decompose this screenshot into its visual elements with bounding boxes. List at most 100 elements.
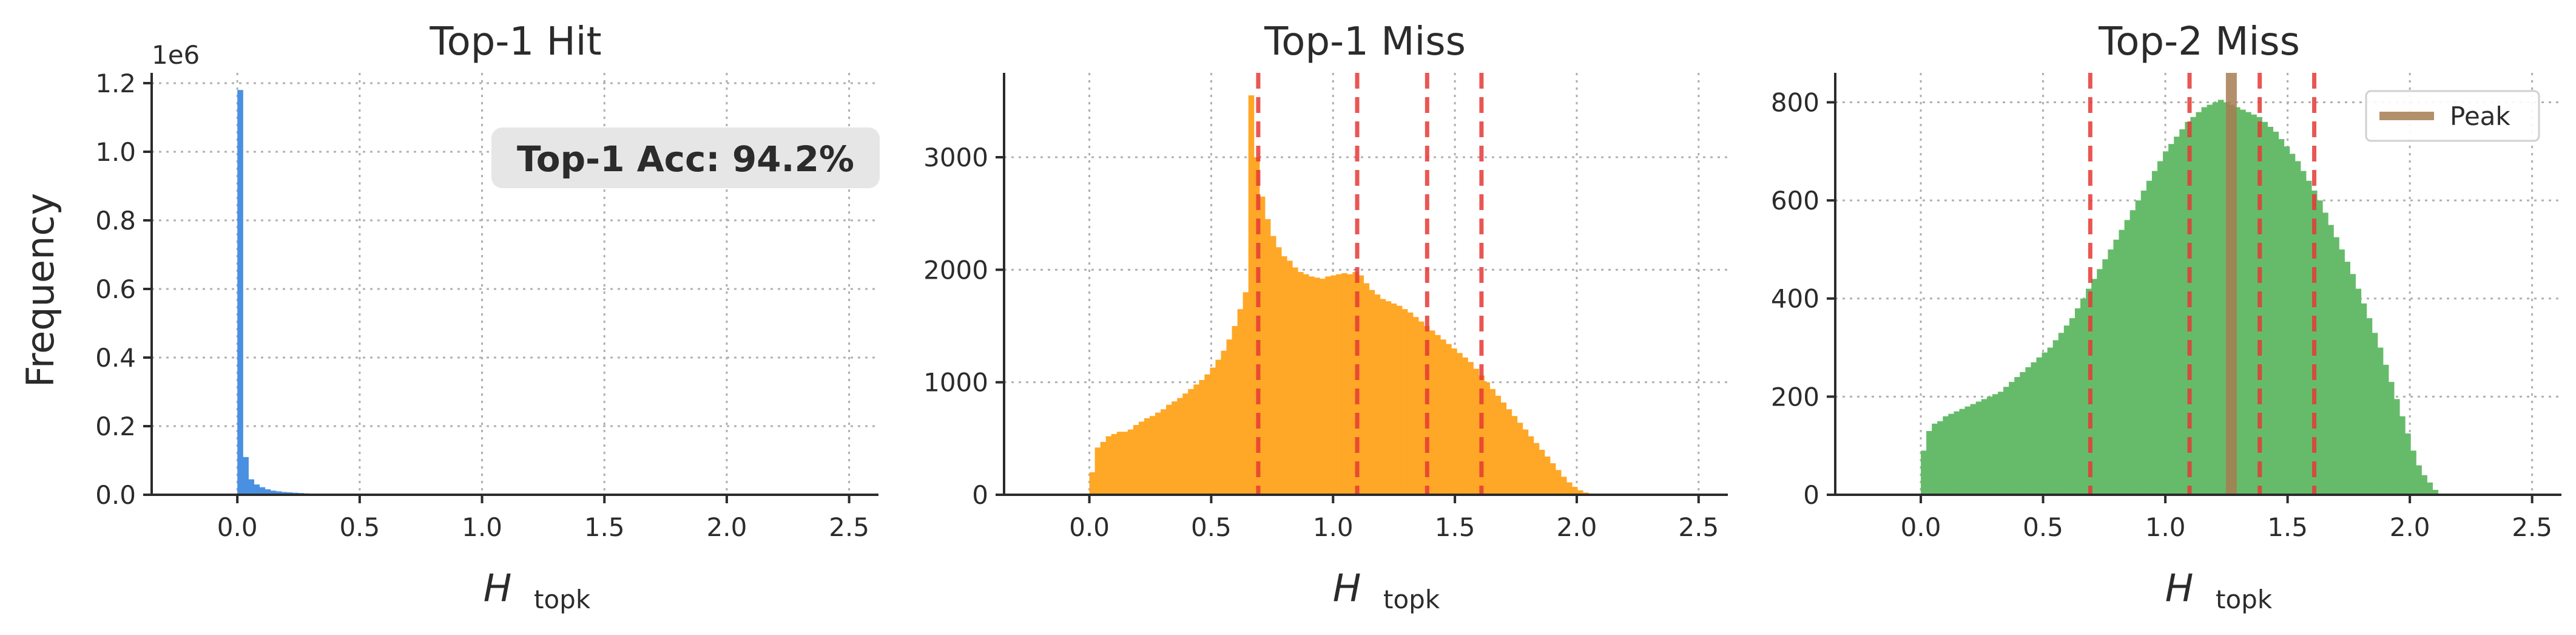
histogram-bar — [2124, 220, 2131, 495]
histogram-bar — [2240, 109, 2246, 495]
y-tick-label: 0.4 — [95, 343, 136, 373]
legend: Peak — [2365, 90, 2540, 142]
histogram-bar — [2377, 347, 2384, 495]
histogram-bar — [2305, 180, 2312, 495]
histogram-bar — [1998, 392, 2004, 495]
x-tick-label: 1.5 — [584, 512, 625, 542]
histogram-bar — [2328, 225, 2334, 495]
histogram-bar — [2355, 288, 2362, 495]
y-tick-label: 0.6 — [95, 274, 136, 304]
histogram-bar — [2350, 274, 2356, 495]
histogram-bar — [1248, 95, 1255, 495]
histogram-bar — [1237, 309, 1244, 495]
histogram-bar — [2163, 151, 2169, 495]
histogram-bar — [1363, 283, 1370, 495]
histogram-bar — [1446, 344, 1452, 495]
x-tick-label: 0.0 — [217, 512, 258, 542]
y-tick-label: 0 — [1803, 480, 1819, 510]
histogram-bar — [1926, 430, 1932, 495]
histogram-bar — [1407, 312, 1414, 495]
histogram-bar — [1232, 326, 1238, 495]
histogram-bar — [1182, 393, 1189, 495]
histogram-bar — [254, 484, 260, 495]
svg-text:H: H — [1333, 566, 1361, 610]
histogram-bar — [2036, 357, 2043, 495]
x-tick-label: 1.0 — [1313, 512, 1354, 542]
histogram-bar — [1412, 317, 1419, 495]
chart-title: Top-2 Miss — [2098, 19, 2300, 64]
histogram-bar — [2217, 100, 2224, 495]
histogram-bar — [2190, 117, 2197, 495]
histogram-bar — [2405, 433, 2411, 495]
y-multiplier-label: 1e6 — [152, 40, 200, 70]
histogram-bar — [1489, 389, 1495, 495]
y-tick-label: 0.2 — [95, 412, 136, 441]
y-tick-label: 1.0 — [95, 137, 136, 167]
y-tick-label: 2000 — [923, 255, 988, 285]
histogram-bar — [1440, 339, 1446, 495]
x-axis-label: H topk — [484, 566, 591, 614]
histogram-bar — [2091, 279, 2097, 495]
histogram-bar — [248, 479, 255, 495]
histogram-bar — [1111, 433, 1118, 495]
histogram-bar — [1577, 490, 1583, 495]
histogram-bar — [1533, 443, 1540, 495]
histogram-bar — [1434, 334, 1441, 495]
histogram-bar — [1325, 276, 1331, 495]
histogram-bar — [1094, 447, 1101, 495]
histogram-bar — [1177, 398, 1183, 495]
top1-miss-panel: Top-1 Miss H topk 0.0 0.5 1.0 1.5 2.0 2.5 0 100… — [923, 19, 1728, 614]
histogram-bar — [2366, 318, 2373, 495]
histogram-bar — [2097, 269, 2103, 495]
histogram-bar — [1401, 309, 1408, 495]
histogram-bar — [2185, 121, 2191, 495]
histogram-bar — [2388, 382, 2395, 495]
x-tick-label: 0.0 — [1901, 512, 1941, 542]
y-tick-label: 3000 — [923, 143, 988, 172]
histogram-bar — [237, 90, 243, 495]
x-tick-label: 1.5 — [2267, 512, 2308, 542]
top1-hit-panel: Top-1 Hit Frequency 1e6 H topk 0.0 0.5 1.0… — [18, 19, 880, 614]
histogram-bar — [2135, 200, 2142, 495]
histogram-bar — [2251, 114, 2257, 495]
histogram-bar — [1166, 404, 1172, 495]
x-tick-label: 2.5 — [1678, 512, 1719, 542]
histogram-bar — [2421, 475, 2427, 495]
histogram-bar — [2234, 107, 2241, 495]
histogram-bar — [1105, 436, 1112, 495]
histogram-bar — [2410, 450, 2416, 495]
histogram-bar — [2382, 364, 2389, 495]
svg-text:topk: topk — [534, 585, 591, 614]
histogram-bar — [1511, 416, 1518, 495]
histogram-bar — [1468, 362, 1474, 495]
histogram-bar — [2294, 161, 2301, 495]
histogram-bar — [2063, 325, 2070, 495]
histogram-bar — [2333, 237, 2339, 495]
histogram-bar — [2168, 144, 2174, 495]
histogram-bar — [2146, 180, 2153, 495]
histogram-bar — [2102, 259, 2108, 495]
histogram-bar — [2119, 229, 2125, 495]
histogram-bar — [2339, 249, 2345, 495]
histogram-bar — [2031, 362, 2037, 495]
svg-text:H: H — [484, 566, 512, 610]
histogram-bar — [1193, 384, 1199, 495]
histogram-bar — [1544, 456, 1551, 495]
histogram-bar — [2151, 171, 2158, 495]
histogram-bar — [1959, 409, 1966, 495]
histogram-bar — [2273, 131, 2279, 495]
histogram-bar — [1571, 487, 1578, 495]
histogram-bar — [2300, 171, 2307, 495]
histogram-bar — [1352, 272, 1359, 495]
histogram-bar — [1270, 236, 1276, 495]
histogram-bar — [1336, 274, 1342, 495]
histogram-bar — [1286, 260, 1293, 495]
histogram-bar — [2427, 482, 2433, 495]
y-tick-label: 1.2 — [95, 69, 136, 98]
histogram-bar — [2025, 367, 2032, 495]
x-tick-label: 2.0 — [1557, 512, 1597, 542]
histogram-bar — [2361, 303, 2367, 495]
histogram-bar — [2113, 239, 2120, 495]
y-tick-label: 600 — [1771, 186, 1819, 216]
